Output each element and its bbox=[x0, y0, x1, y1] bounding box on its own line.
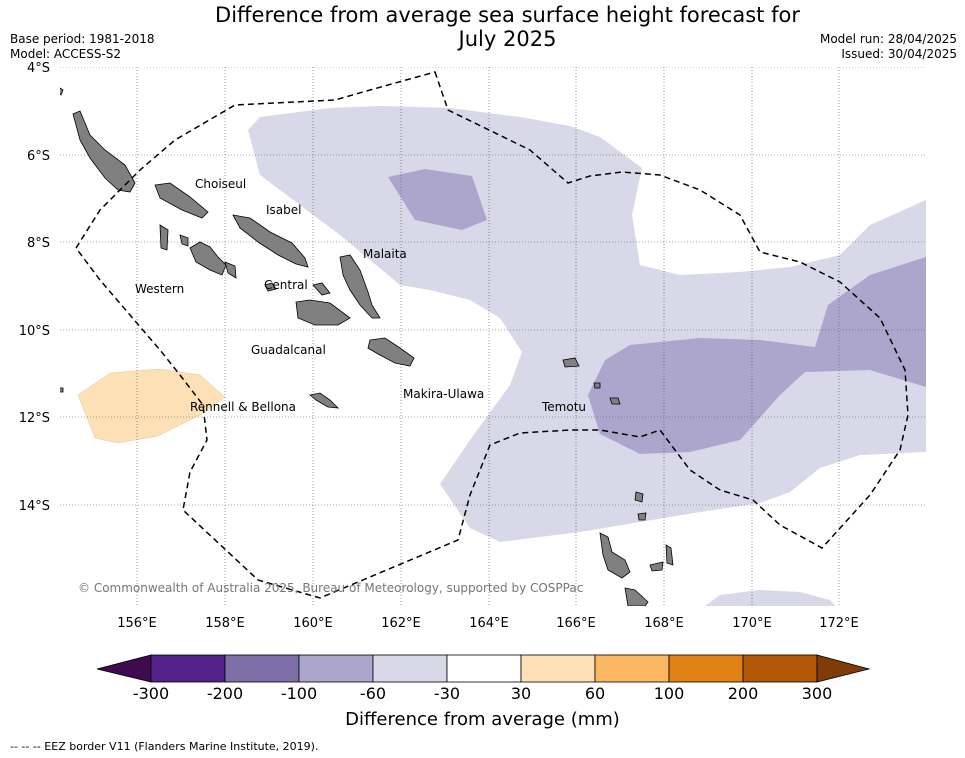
lon-label: 156°E bbox=[117, 616, 157, 631]
model-name: Model: ACCESS-S2 bbox=[10, 47, 122, 61]
island-new-georgia bbox=[159, 224, 169, 251]
eez-legend-note: -- -- -- EEZ border V11 (Flanders Marine… bbox=[10, 740, 319, 753]
lat-label: 4°S bbox=[27, 61, 50, 76]
lon-label: 164°E bbox=[469, 616, 509, 631]
island-western-3 bbox=[224, 261, 237, 279]
island-malaita bbox=[339, 254, 381, 319]
title-line-1: Difference from average sea surface heig… bbox=[215, 3, 800, 27]
colorbar-tick: -200 bbox=[206, 684, 244, 703]
anomaly-region-medium-purple-north bbox=[388, 169, 487, 230]
lon-axis: 156°E 158°E 160°E 162°E 164°E 166°E 168°… bbox=[117, 616, 859, 631]
colorbar-segment bbox=[150, 654, 226, 683]
copyright-notice: © Commonwealth of Australia 2025, Bureau… bbox=[78, 581, 583, 595]
island-vanuatu-1 bbox=[599, 532, 631, 579]
colorbar-segment bbox=[742, 654, 818, 683]
colorbar-arrow-right bbox=[816, 654, 871, 683]
island-small-1 bbox=[593, 382, 601, 389]
island-choiseul bbox=[72, 110, 136, 193]
province-label-central: Central bbox=[264, 278, 308, 292]
province-label-makira-ulawa: Makira-Ulawa bbox=[403, 387, 484, 401]
lon-label: 170°E bbox=[732, 616, 772, 631]
island-shortland bbox=[60, 87, 64, 96]
colorbar bbox=[96, 654, 871, 683]
meta-right: Model run: 28/04/2025 Issued: 30/04/2025 bbox=[820, 32, 957, 62]
island-santa-cruz bbox=[562, 357, 580, 368]
colorbar-segment bbox=[668, 654, 744, 683]
island-western-tip bbox=[60, 387, 64, 393]
island-western-2 bbox=[179, 234, 189, 247]
island-santa-isabel-west bbox=[154, 182, 209, 219]
island-western-1 bbox=[189, 241, 227, 276]
island-temotu-2 bbox=[609, 397, 621, 405]
province-label-rennell-bellona: Rennell & Bellona bbox=[190, 400, 296, 414]
lat-axis: 4°S 6°S 8°S 10°S 12°S 14°S bbox=[19, 61, 50, 514]
anomaly-region-light-orange bbox=[77, 368, 226, 444]
map-area bbox=[60, 67, 926, 606]
province-label-malaita: Malaita bbox=[363, 247, 407, 261]
lon-label: 172°E bbox=[819, 616, 859, 631]
lat-label: 6°S bbox=[27, 149, 50, 164]
colorbar-tick: 300 bbox=[801, 684, 833, 703]
island-vanuatu-4 bbox=[665, 544, 674, 566]
anomaly-region-light-purple-south bbox=[705, 590, 835, 606]
colorbar-segment bbox=[372, 654, 448, 683]
colorbar-tick: 200 bbox=[727, 684, 759, 703]
colorbar-segment bbox=[298, 654, 374, 683]
colorbar-tick: 60 bbox=[584, 684, 606, 703]
colorbar-tick: 100 bbox=[653, 684, 685, 703]
land-masses bbox=[60, 87, 674, 606]
colorbar-segment bbox=[520, 654, 596, 683]
island-vanuatu-6 bbox=[637, 512, 647, 521]
lat-label: 10°S bbox=[19, 324, 50, 339]
province-label-isabel: Isabel bbox=[266, 203, 301, 217]
colorbar-label: Difference from average (mm) bbox=[345, 709, 620, 730]
island-central-1 bbox=[264, 282, 277, 292]
island-vanuatu-5 bbox=[634, 491, 644, 503]
island-rennell bbox=[309, 392, 340, 409]
lat-label: 8°S bbox=[27, 236, 50, 251]
island-vanuatu-2 bbox=[624, 587, 649, 606]
colorbar-tick: -60 bbox=[359, 684, 387, 703]
lon-label: 166°E bbox=[556, 616, 596, 631]
island-guadalcanal bbox=[295, 299, 351, 326]
colorbar-tick: -100 bbox=[280, 684, 318, 703]
colorbar-tick: -300 bbox=[132, 684, 170, 703]
province-label-choiseul: Choiseul bbox=[195, 177, 246, 191]
lon-label: 168°E bbox=[644, 616, 684, 631]
province-label-guadalcanal: Guadalcanal bbox=[251, 343, 326, 357]
issued-date: Issued: 30/04/2025 bbox=[841, 47, 957, 61]
colorbar-tick: 30 bbox=[510, 684, 532, 703]
colorbar-arrow-left bbox=[96, 654, 152, 683]
meta-left: Base period: 1981-2018 Model: ACCESS-S2 bbox=[10, 32, 155, 62]
island-vanuatu-3 bbox=[649, 561, 664, 572]
anomaly-region-medium-purple-east bbox=[588, 257, 926, 454]
colorbar-segment bbox=[446, 654, 522, 683]
base-period: Base period: 1981-2018 bbox=[10, 32, 155, 46]
title-line-2: July 2025 bbox=[458, 27, 557, 51]
lon-label: 162°E bbox=[381, 616, 421, 631]
province-labels: Choiseul Isabel Malaita Western Central … bbox=[135, 177, 586, 414]
island-central-2 bbox=[312, 282, 331, 296]
colorbar-segment bbox=[224, 654, 300, 683]
lon-label: 158°E bbox=[205, 616, 245, 631]
lat-label: 14°S bbox=[19, 499, 50, 514]
map-title: Difference from average sea surface heig… bbox=[200, 3, 815, 51]
lat-label: 12°S bbox=[19, 411, 50, 426]
colorbar-segment bbox=[594, 654, 670, 683]
province-label-western: Western bbox=[135, 282, 184, 296]
colorbar-tick: -30 bbox=[433, 684, 461, 703]
island-makira bbox=[367, 337, 415, 367]
island-santa-isabel bbox=[232, 214, 309, 268]
lon-label: 160°E bbox=[293, 616, 333, 631]
model-run: Model run: 28/04/2025 bbox=[819, 32, 957, 46]
province-label-temotu: Temotu bbox=[541, 400, 586, 414]
